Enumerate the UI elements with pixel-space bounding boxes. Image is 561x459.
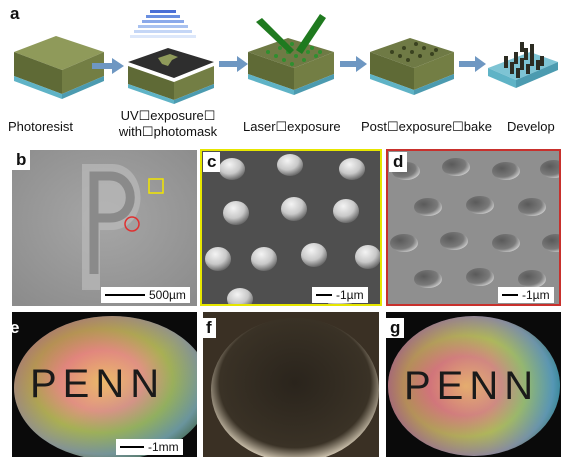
step-label-photoresist: Photoresist: [8, 119, 74, 134]
panel-label-a: a: [6, 4, 24, 24]
laser-block: [248, 14, 334, 95]
step-label-uv-line2: with☐photomask: [118, 124, 218, 139]
scalebar-c: ‐1µm: [312, 287, 368, 303]
panel-label-f: f: [202, 318, 216, 338]
uv-light-beam: [130, 10, 196, 38]
panel-g-photo: PENN: [386, 312, 561, 457]
panel-f-photo: [203, 312, 379, 457]
penn-text-e: PENN: [30, 362, 166, 406]
pillar-array-c: [202, 151, 380, 304]
penn-text-g: PENN: [404, 364, 540, 408]
panel-label-d: d: [389, 152, 408, 172]
resist-block-1: [14, 36, 104, 99]
arrow-1: [92, 58, 124, 74]
step-label-develop: Develop: [507, 119, 555, 134]
panel-b-sem-image: [12, 150, 197, 306]
dark-disk-f: [203, 312, 379, 457]
panel-d-sem-image: [386, 149, 561, 306]
develop-block: [488, 42, 558, 88]
arrow-3: [340, 56, 367, 72]
scalebar-d-label: ‐1µm: [522, 288, 550, 302]
step-label-laser-exposure: Laser☐exposure: [243, 119, 341, 134]
yellow-square-marker: [148, 178, 164, 194]
process-flow-diagram: [14, 10, 558, 104]
scalebar-e-label: ‐1mm: [148, 440, 179, 454]
step-label-uv-exposure: UV☐exposure☐ with☐photomask: [116, 108, 220, 140]
p-pattern: [12, 150, 197, 306]
panel-label-b: b: [12, 150, 31, 170]
iridescent-disk-g: [388, 316, 560, 456]
photomask-block: [128, 48, 214, 104]
scalebar-d: ‐1µm: [498, 287, 554, 303]
panel-e-photo: PENN: [12, 312, 197, 457]
red-circle-marker: [124, 216, 140, 232]
dimple-array-d: [388, 151, 559, 304]
panel-c-sem-image: [200, 149, 382, 306]
panel-label-e: e: [10, 318, 20, 337]
iridescent-disk-e: [14, 316, 197, 457]
bake-block: [370, 38, 454, 95]
panel-label-g: g: [386, 318, 405, 338]
arrow-4: [459, 56, 486, 72]
scalebar-c-label: ‐1µm: [336, 288, 364, 302]
scalebar-b: 500µm: [101, 287, 190, 303]
scalebar-b-label: 500µm: [149, 288, 186, 302]
step-label-uv-line1: UV☐exposure☐: [120, 108, 216, 123]
arrow-2: [219, 56, 248, 72]
panel-label-c: c: [203, 152, 221, 172]
scalebar-e: ‐1mm: [116, 439, 183, 455]
step-label-post-exposure-bake: Post☐exposure☐bake: [361, 119, 492, 134]
